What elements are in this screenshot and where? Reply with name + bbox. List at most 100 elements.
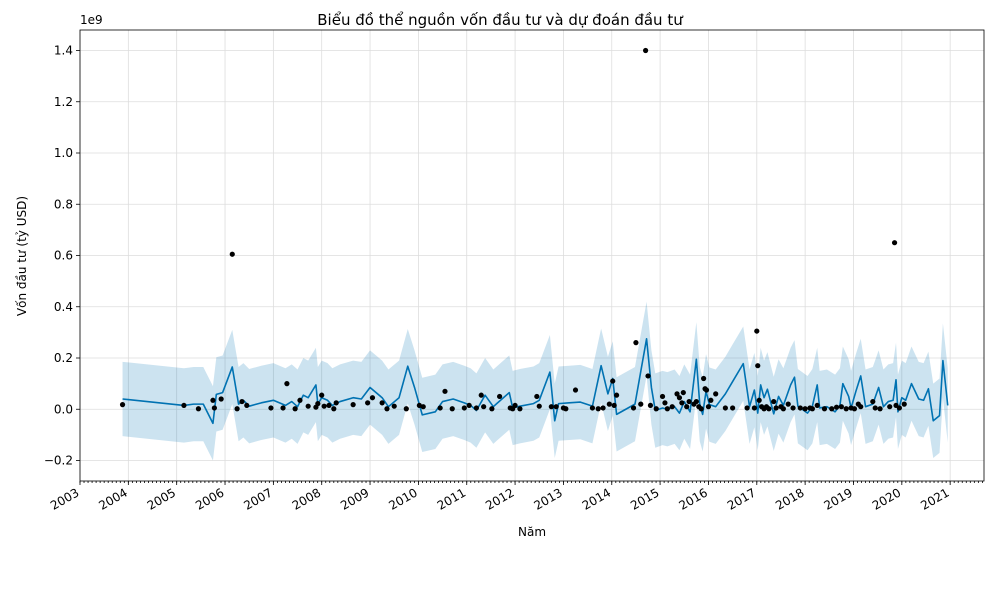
y-tick-label: −0.2 [44, 454, 73, 468]
y-tick-label: 0.4 [54, 300, 73, 314]
observed-point [679, 400, 685, 406]
y-tick-label: 1.2 [54, 95, 73, 109]
observed-point [365, 400, 371, 406]
y-tick-label: 0.8 [54, 197, 73, 211]
observed-point [326, 402, 332, 409]
observed-point [218, 396, 224, 402]
x-tick-label: 2005 [145, 485, 178, 512]
observed-point [595, 406, 601, 412]
observed-point [680, 389, 686, 396]
observed-point [280, 405, 286, 411]
observed-point [705, 404, 712, 410]
observed-point [843, 406, 849, 412]
observed-point [809, 406, 815, 412]
uncertainty-band [122, 301, 948, 461]
observed-point [284, 381, 290, 387]
observed-point [384, 406, 390, 412]
observed-point [701, 375, 707, 382]
observed-point [600, 405, 606, 411]
observed-point [693, 398, 699, 405]
observed-point [211, 405, 217, 411]
observed-point [638, 401, 644, 407]
observed-point [512, 402, 518, 409]
observed-point [674, 391, 680, 397]
observed-point [379, 400, 385, 406]
observed-point [669, 404, 675, 410]
observed-point [833, 404, 840, 410]
observed-point [633, 340, 639, 346]
observed-point [684, 404, 690, 410]
observed-point [589, 405, 596, 411]
y-tick-label: 0.2 [54, 351, 73, 365]
observed-point [195, 406, 202, 412]
observed-point [610, 378, 616, 384]
observed-point [517, 406, 523, 412]
x-tick-label: 2013 [531, 485, 564, 512]
observed-point [901, 401, 907, 407]
x-tick-label: 2017 [725, 485, 758, 512]
chart-title: Biểu đồ thể nguồn vốn đầu tư và dự đoán … [317, 11, 684, 29]
observed-point [234, 406, 240, 412]
observed-point [497, 393, 503, 400]
observed-point [838, 404, 844, 410]
observed-point [292, 406, 298, 412]
observed-point [297, 397, 303, 403]
observed-point [489, 406, 495, 412]
observed-point [553, 404, 559, 410]
observed-point [244, 402, 250, 409]
observed-point [420, 404, 426, 410]
y-tick-label: 1.4 [54, 44, 73, 58]
observed-point [722, 405, 728, 411]
x-tick-label: 2014 [580, 485, 613, 512]
y-axis-label: Vốn đầu tư (tỷ USD) [15, 196, 29, 316]
x-tick-label: 2020 [870, 485, 903, 512]
observed-point [676, 395, 683, 401]
observed-point [369, 395, 376, 401]
observed-point [790, 405, 796, 411]
observed-point [643, 47, 649, 54]
observed-point [870, 398, 876, 405]
x-tick-label: 2007 [241, 485, 274, 512]
observed-point [481, 404, 487, 410]
observed-point [461, 405, 467, 411]
observed-point [268, 405, 274, 411]
observed-point [713, 391, 719, 397]
observed-point [686, 398, 692, 405]
observed-point [119, 402, 126, 408]
observed-point [703, 387, 710, 393]
observed-point [698, 406, 704, 412]
observed-point [563, 406, 569, 412]
observed-point [829, 406, 835, 412]
observed-point [664, 406, 670, 412]
x-axis-label: Năm [518, 525, 546, 539]
y-tick-label: 0.0 [54, 402, 73, 416]
observed-point [473, 405, 480, 411]
observed-point [466, 402, 472, 409]
observed-point [730, 405, 736, 411]
observed-point [534, 393, 540, 400]
x-tick-label: 2004 [96, 485, 129, 512]
observed-point [391, 403, 397, 409]
observed-point [613, 392, 620, 398]
y-offset-label: 1e9 [80, 13, 103, 27]
observed-point [766, 406, 772, 412]
x-tick-label: 2006 [193, 485, 226, 512]
observed-point [659, 393, 666, 400]
observed-point [756, 397, 762, 403]
x-tick-label: 2011 [435, 485, 468, 512]
observed-point [403, 406, 409, 412]
observed-point [333, 400, 339, 406]
observed-point [645, 373, 651, 379]
observed-point [797, 405, 803, 411]
observed-point [572, 387, 579, 393]
observed-point [319, 392, 325, 398]
forecast-line-group [122, 337, 949, 425]
observed-point [239, 398, 245, 405]
x-tick-label: 2012 [483, 485, 516, 512]
observed-point [877, 406, 883, 412]
observed-point [321, 403, 327, 409]
x-tick-label: 2010 [386, 485, 419, 512]
observed-point [548, 404, 554, 410]
observed-point [785, 401, 791, 407]
